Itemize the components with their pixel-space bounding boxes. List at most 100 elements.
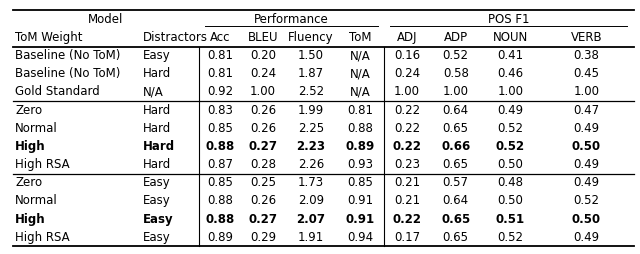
- Text: 2.25: 2.25: [298, 122, 324, 135]
- Text: Hard: Hard: [143, 104, 171, 117]
- Text: N/A: N/A: [350, 85, 371, 99]
- Text: High RSA: High RSA: [15, 231, 70, 244]
- Text: 0.81: 0.81: [348, 104, 374, 117]
- Text: 0.52: 0.52: [496, 140, 525, 153]
- Text: 0.65: 0.65: [441, 213, 470, 226]
- Text: 0.16: 0.16: [394, 49, 420, 62]
- Text: Baseline (No ToM): Baseline (No ToM): [15, 49, 121, 62]
- Text: 0.91: 0.91: [348, 195, 374, 208]
- Text: 0.22: 0.22: [394, 122, 420, 135]
- Text: 1.87: 1.87: [298, 67, 324, 80]
- Text: 0.50: 0.50: [572, 140, 601, 153]
- Text: 0.26: 0.26: [250, 122, 276, 135]
- Text: 1.00: 1.00: [394, 85, 420, 99]
- Text: 0.49: 0.49: [497, 104, 524, 117]
- Text: Normal: Normal: [15, 195, 58, 208]
- Text: 0.51: 0.51: [496, 213, 525, 226]
- Text: Zero: Zero: [15, 176, 42, 189]
- Text: 0.52: 0.52: [497, 122, 524, 135]
- Text: N/A: N/A: [350, 67, 371, 80]
- Text: 0.41: 0.41: [497, 49, 524, 62]
- Text: 0.26: 0.26: [250, 104, 276, 117]
- Text: 0.27: 0.27: [248, 140, 278, 153]
- Text: 0.26: 0.26: [250, 195, 276, 208]
- Text: 1.00: 1.00: [497, 85, 524, 99]
- Text: 0.85: 0.85: [207, 122, 233, 135]
- Text: 0.22: 0.22: [392, 140, 422, 153]
- Text: Hard: Hard: [143, 67, 171, 80]
- Text: 1.99: 1.99: [298, 104, 324, 117]
- Text: VERB: VERB: [571, 31, 602, 44]
- Text: Gold Standard: Gold Standard: [15, 85, 100, 99]
- Text: ToM: ToM: [349, 31, 372, 44]
- Text: 0.88: 0.88: [207, 195, 233, 208]
- Text: 0.87: 0.87: [207, 158, 233, 171]
- Text: Performance: Performance: [254, 13, 329, 26]
- Text: N/A: N/A: [143, 85, 163, 99]
- Text: Acc: Acc: [210, 31, 230, 44]
- Text: 0.47: 0.47: [573, 104, 600, 117]
- Text: 0.49: 0.49: [573, 158, 600, 171]
- Text: 0.27: 0.27: [248, 213, 278, 226]
- Text: 0.89: 0.89: [346, 140, 375, 153]
- Text: 0.65: 0.65: [443, 231, 468, 244]
- Text: 0.50: 0.50: [572, 213, 601, 226]
- Text: Easy: Easy: [143, 49, 170, 62]
- Text: 0.83: 0.83: [207, 104, 233, 117]
- Text: 0.52: 0.52: [573, 195, 600, 208]
- Text: 0.46: 0.46: [497, 67, 524, 80]
- Text: 0.52: 0.52: [497, 231, 524, 244]
- Text: Easy: Easy: [143, 195, 170, 208]
- Text: High RSA: High RSA: [15, 158, 70, 171]
- Text: 2.09: 2.09: [298, 195, 324, 208]
- Text: 0.49: 0.49: [573, 176, 600, 189]
- Text: N/A: N/A: [350, 49, 371, 62]
- Text: 0.17: 0.17: [394, 231, 420, 244]
- Text: Distractors: Distractors: [143, 31, 207, 44]
- Text: 0.58: 0.58: [443, 67, 468, 80]
- Text: Hard: Hard: [143, 122, 171, 135]
- Text: High: High: [15, 140, 46, 153]
- Text: ToM Weight: ToM Weight: [15, 31, 83, 44]
- Text: 0.48: 0.48: [497, 176, 524, 189]
- Text: 1.00: 1.00: [443, 85, 468, 99]
- Text: 0.85: 0.85: [207, 176, 233, 189]
- Text: 0.93: 0.93: [348, 158, 374, 171]
- Text: POS F1: POS F1: [488, 13, 529, 26]
- Text: 0.50: 0.50: [497, 195, 524, 208]
- Text: 2.23: 2.23: [296, 140, 325, 153]
- Text: 0.21: 0.21: [394, 176, 420, 189]
- Text: 0.29: 0.29: [250, 231, 276, 244]
- Text: 2.26: 2.26: [298, 158, 324, 171]
- Text: 0.50: 0.50: [497, 158, 524, 171]
- Text: NOUN: NOUN: [493, 31, 528, 44]
- Text: Hard: Hard: [143, 140, 175, 153]
- Text: Hard: Hard: [143, 158, 171, 171]
- Text: 0.52: 0.52: [443, 49, 468, 62]
- Text: High: High: [15, 213, 46, 226]
- Text: 0.88: 0.88: [205, 213, 235, 226]
- Text: 0.25: 0.25: [250, 176, 276, 189]
- Text: 0.89: 0.89: [207, 231, 233, 244]
- Text: 0.20: 0.20: [250, 49, 276, 62]
- Text: 2.07: 2.07: [296, 213, 325, 226]
- Text: 0.24: 0.24: [394, 67, 420, 80]
- Text: 0.81: 0.81: [207, 49, 233, 62]
- Text: Easy: Easy: [143, 176, 170, 189]
- Text: 0.38: 0.38: [573, 49, 599, 62]
- Text: 0.57: 0.57: [443, 176, 468, 189]
- Text: Easy: Easy: [143, 213, 173, 226]
- Text: 0.85: 0.85: [348, 176, 373, 189]
- Text: 0.23: 0.23: [394, 158, 420, 171]
- Text: 0.45: 0.45: [573, 67, 600, 80]
- Text: Zero: Zero: [15, 104, 42, 117]
- Text: 0.94: 0.94: [348, 231, 374, 244]
- Text: 1.91: 1.91: [298, 231, 324, 244]
- Text: 0.88: 0.88: [348, 122, 373, 135]
- Text: 1.00: 1.00: [573, 85, 600, 99]
- Text: 2.52: 2.52: [298, 85, 324, 99]
- Text: 0.66: 0.66: [441, 140, 470, 153]
- Text: Baseline (No ToM): Baseline (No ToM): [15, 67, 121, 80]
- Text: 1.73: 1.73: [298, 176, 324, 189]
- Text: 0.64: 0.64: [443, 104, 469, 117]
